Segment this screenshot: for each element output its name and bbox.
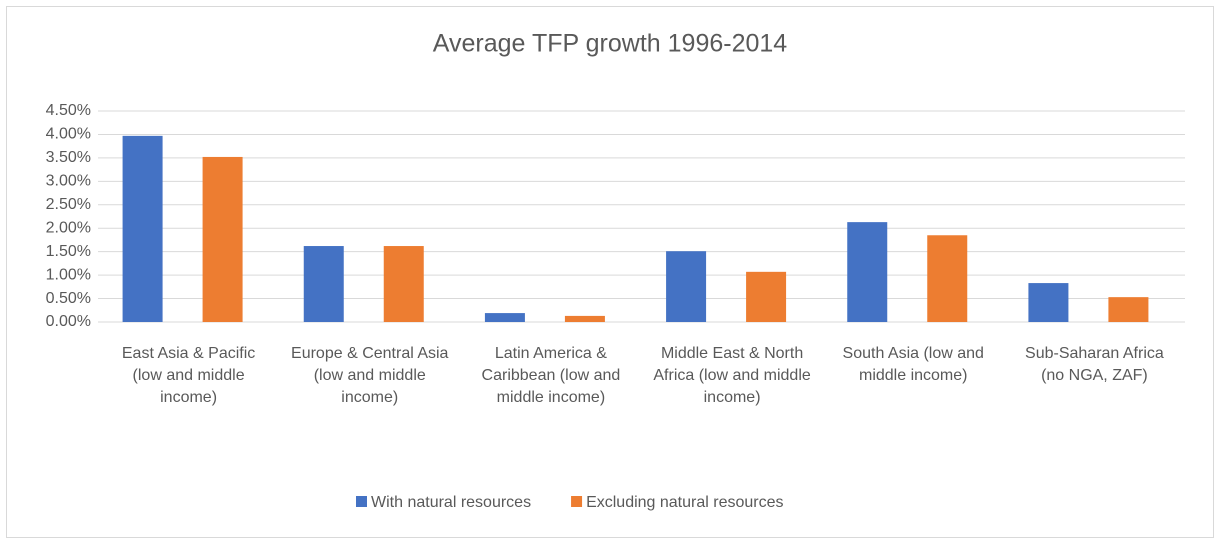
chart-border — [6, 6, 1214, 538]
bar — [847, 222, 888, 322]
y-tick-label: 2.50% — [46, 196, 91, 213]
bar — [202, 156, 243, 322]
y-tick-label: 3.50% — [46, 149, 91, 166]
x-tick-label: Middle East & North Africa (low and midd… — [653, 345, 811, 406]
y-tick-label: 0.50% — [46, 290, 91, 307]
chart-title: Average TFP growth 1996-2014 — [433, 30, 788, 58]
bar — [1108, 297, 1149, 322]
legend-swatch — [356, 496, 367, 507]
x-tick-label: East Asia & Pacific (low and middle inco… — [121, 345, 256, 406]
y-tick-label: 4.50% — [46, 102, 91, 119]
legend-label: Excluding natural resources — [586, 494, 783, 511]
bar — [303, 246, 344, 322]
bar — [564, 315, 605, 322]
legend-swatch — [571, 496, 583, 507]
y-tick-label: 0.00% — [46, 313, 91, 330]
legend-label: With natural resources — [371, 494, 531, 511]
y-tick-label: 1.00% — [46, 266, 91, 283]
x-tick-label: South Asia (low and middle income) — [842, 345, 984, 384]
bar — [484, 313, 525, 322]
bar — [122, 135, 163, 322]
y-tick-label: 4.00% — [46, 126, 91, 143]
y-tick-label: 1.50% — [46, 243, 91, 260]
x-tick-label: Europe & Central Asia (low and middle in… — [291, 345, 449, 406]
bar — [927, 235, 968, 322]
bar — [666, 251, 707, 322]
x-tick-label: Latin America & Caribbean (low and middl… — [481, 345, 621, 406]
bar — [1028, 283, 1069, 322]
bar — [383, 246, 424, 322]
y-tick-label: 2.00% — [46, 219, 91, 236]
x-tick-label: Sub-Saharan Africa (no NGA, ZAF) — [1025, 345, 1164, 384]
y-tick-label: 3.00% — [46, 173, 91, 190]
bar — [746, 271, 787, 322]
